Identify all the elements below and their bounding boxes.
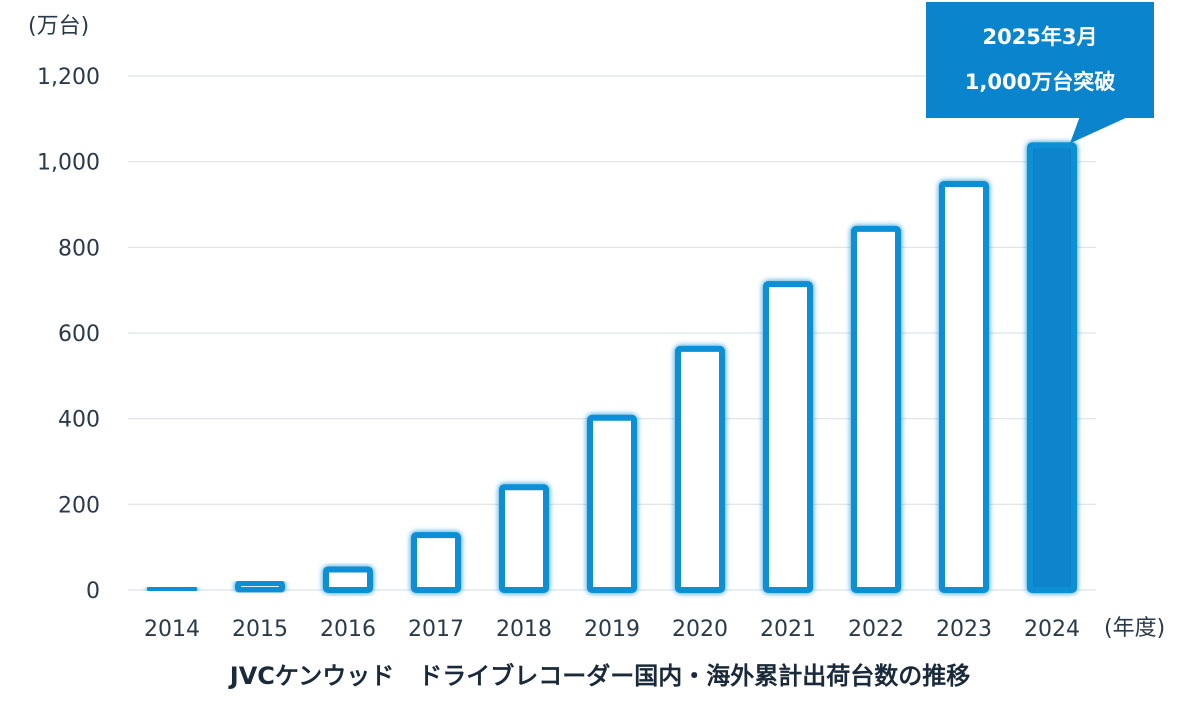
bar-2023: [939, 180, 989, 593]
x-tick-label: 2014: [144, 617, 200, 642]
bar-2018: [499, 484, 549, 594]
milestone-callout: 2025年3月 1,000万台突破: [926, 2, 1154, 118]
x-tick-label: 2020: [672, 617, 728, 642]
y-tick-label: 600: [58, 322, 100, 347]
callout-text: 1,000万台突破: [964, 70, 1116, 94]
x-tick-label: 2024: [1024, 617, 1080, 642]
callout-date: 2025年3月: [982, 25, 1098, 49]
x-tick-label: 2016: [320, 617, 376, 642]
y-axis-ticks: 0 200 400 600 800 1,000 1,200: [37, 65, 100, 604]
bar-2015: [235, 580, 285, 594]
x-tick-label: 2015: [232, 617, 288, 642]
bar-2016: [323, 566, 373, 594]
x-tick-label: 2017: [408, 617, 464, 642]
chart-title: JVCケンウッド ドライブレコーダー国内・海外累計出荷台数の推移: [229, 662, 971, 690]
bar-2014: [147, 585, 197, 593]
x-tick-label: 2022: [848, 617, 904, 642]
bar-2019: [587, 414, 637, 593]
y-tick-label: 200: [58, 493, 100, 518]
x-tick-label: 2019: [584, 617, 640, 642]
y-tick-label: 1,200: [37, 65, 100, 90]
bars: [147, 142, 1077, 594]
x-tick-label: 2018: [496, 617, 552, 642]
callout-pointer: [1070, 116, 1130, 144]
y-axis-unit: (万台): [28, 14, 89, 39]
y-tick-label: 400: [58, 408, 100, 433]
bar-2024: [1027, 142, 1077, 593]
x-tick-label: 2023: [936, 617, 992, 642]
x-axis-ticks: 2014 2015 2016 2017 2018 2019 2020 2021 2022 2023…: [144, 617, 1080, 642]
y-tick-label: 1,000: [37, 151, 100, 176]
x-axis-unit: (年度): [1104, 616, 1165, 641]
bar-2021: [763, 281, 813, 593]
bar-2017: [411, 532, 461, 594]
bar-2022: [851, 225, 901, 593]
x-tick-label: 2021: [760, 617, 816, 642]
y-tick-label: 800: [58, 236, 100, 261]
bar-2020: [675, 345, 725, 593]
y-tick-label: 0: [86, 579, 100, 604]
